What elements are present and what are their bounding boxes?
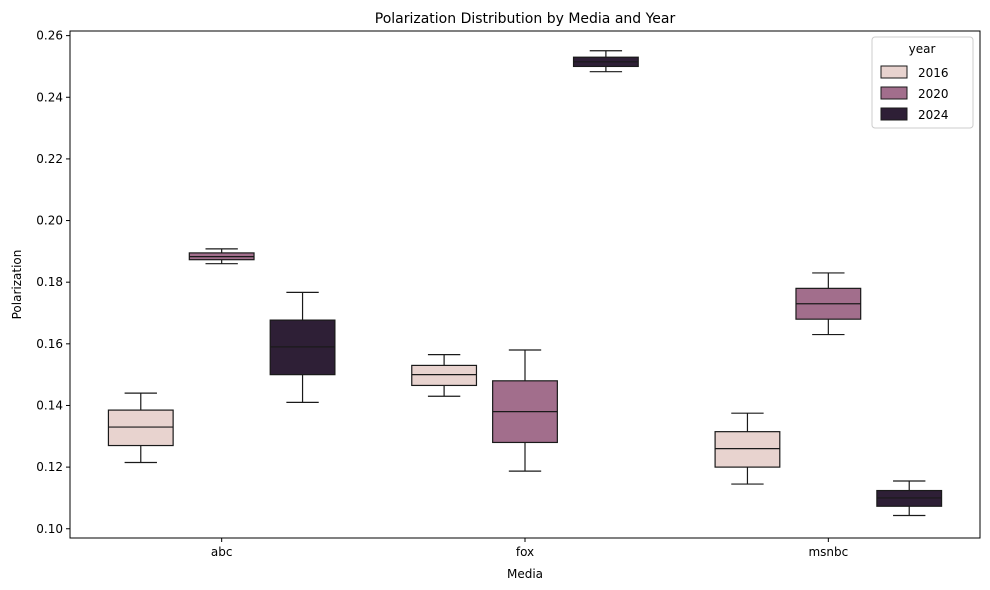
legend-swatch-2020: [880, 86, 908, 100]
legend-label-2024: 2024: [918, 108, 949, 122]
y-tick-label: 0.10: [36, 522, 63, 536]
legend: year 2016 2020 2024: [871, 36, 974, 129]
x-axis: abc fox msnbc: [211, 538, 848, 559]
boxes-layer: [107, 50, 943, 517]
y-tick-label: 0.20: [36, 214, 63, 228]
box-body: [107, 409, 174, 447]
x-tick-label: fox: [516, 545, 534, 559]
y-tick-label: 0.18: [36, 275, 63, 289]
box-2020-abc: [188, 248, 255, 265]
legend-title: year: [909, 42, 936, 56]
box-2024-abc: [269, 291, 336, 403]
y-tick-label: 0.24: [36, 90, 63, 104]
box-2016-fox: [411, 354, 478, 397]
y-tick-label: 0.12: [36, 460, 63, 474]
legend-frame: [871, 36, 974, 129]
box-2020-msnbc: [795, 272, 862, 336]
box-2024-fox: [572, 50, 639, 73]
y-tick-label: 0.22: [36, 152, 63, 166]
y-tick-label: 0.26: [36, 29, 63, 43]
y-axis: 0.10 0.12 0.14 0.16 0.18 0.20 0.22 0.24 0.26: [36, 29, 70, 536]
x-tick-label: msnbc: [808, 545, 848, 559]
x-axis-label: Media: [507, 567, 543, 581]
box-body: [714, 431, 781, 468]
plot-area: [69, 30, 981, 539]
y-tick-label: 0.16: [36, 337, 63, 351]
legend-items: 2016 2020 2024: [880, 65, 949, 122]
x-tick-label: abc: [211, 545, 233, 559]
box-2016-abc: [107, 392, 174, 464]
legend-label-2020: 2020: [918, 87, 949, 101]
chart-title: Polarization Distribution by Media and Y…: [375, 11, 676, 27]
legend-swatch-2024: [880, 107, 908, 121]
legend-swatch-2016: [880, 65, 908, 79]
y-axis-label: Polarization: [10, 250, 24, 320]
box-body: [411, 364, 478, 387]
box-2024-msnbc: [876, 480, 943, 517]
box-2016-msnbc: [714, 412, 781, 485]
y-tick-label: 0.14: [36, 398, 63, 412]
box-2020-fox: [492, 349, 558, 472]
legend-label-2016: 2016: [918, 66, 949, 80]
